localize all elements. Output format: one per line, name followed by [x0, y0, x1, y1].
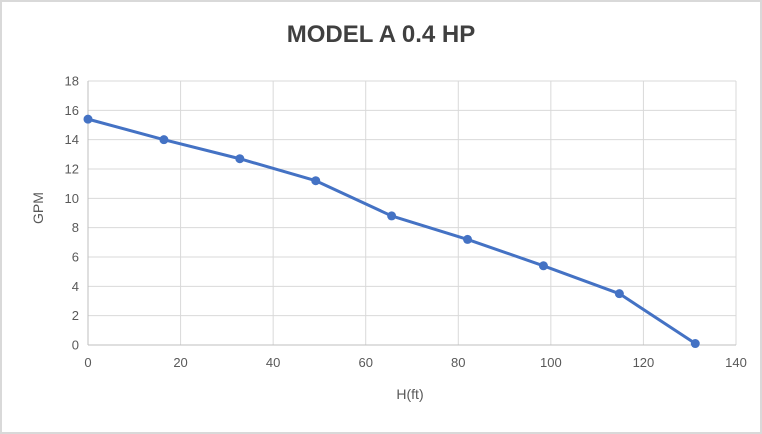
svg-text:12: 12	[65, 162, 79, 177]
svg-text:100: 100	[540, 355, 562, 370]
data-point	[387, 211, 397, 221]
svg-text:0: 0	[84, 355, 91, 370]
axis-lines	[87, 81, 736, 346]
svg-text:2: 2	[72, 308, 79, 323]
y-axis-title: GPM	[30, 192, 46, 224]
gridlines	[88, 80, 737, 345]
data-point	[83, 114, 93, 124]
data-point	[690, 339, 700, 349]
x-tick-labels: 0 20 40 60 80 100 120 140	[84, 355, 746, 370]
svg-text:18: 18	[65, 74, 79, 89]
svg-text:8: 8	[72, 220, 79, 235]
svg-text:6: 6	[72, 250, 79, 265]
series-line	[86, 117, 697, 346]
svg-text:20: 20	[173, 355, 187, 370]
svg-text:140: 140	[725, 355, 747, 370]
x-axis-title: H(ft)	[396, 386, 424, 402]
svg-text:120: 120	[633, 355, 655, 370]
data-point	[159, 135, 169, 145]
svg-text:16: 16	[65, 103, 79, 118]
svg-text:40: 40	[266, 355, 280, 370]
series-markers	[83, 114, 700, 349]
y-tick-labels: 0 2 4 6 8 10 12 14 16 18	[65, 74, 79, 353]
svg-text:4: 4	[72, 279, 79, 294]
svg-text:0: 0	[72, 338, 79, 353]
chart-title: MODEL A 0.4 HP	[286, 21, 476, 48]
data-point	[311, 176, 321, 186]
svg-text:10: 10	[65, 191, 79, 206]
svg-text:60: 60	[358, 355, 372, 370]
data-point	[235, 154, 245, 164]
data-point	[614, 289, 624, 299]
svg-text:80: 80	[451, 355, 465, 370]
data-point	[463, 234, 473, 244]
svg-text:14: 14	[65, 132, 79, 147]
data-point	[538, 261, 548, 271]
